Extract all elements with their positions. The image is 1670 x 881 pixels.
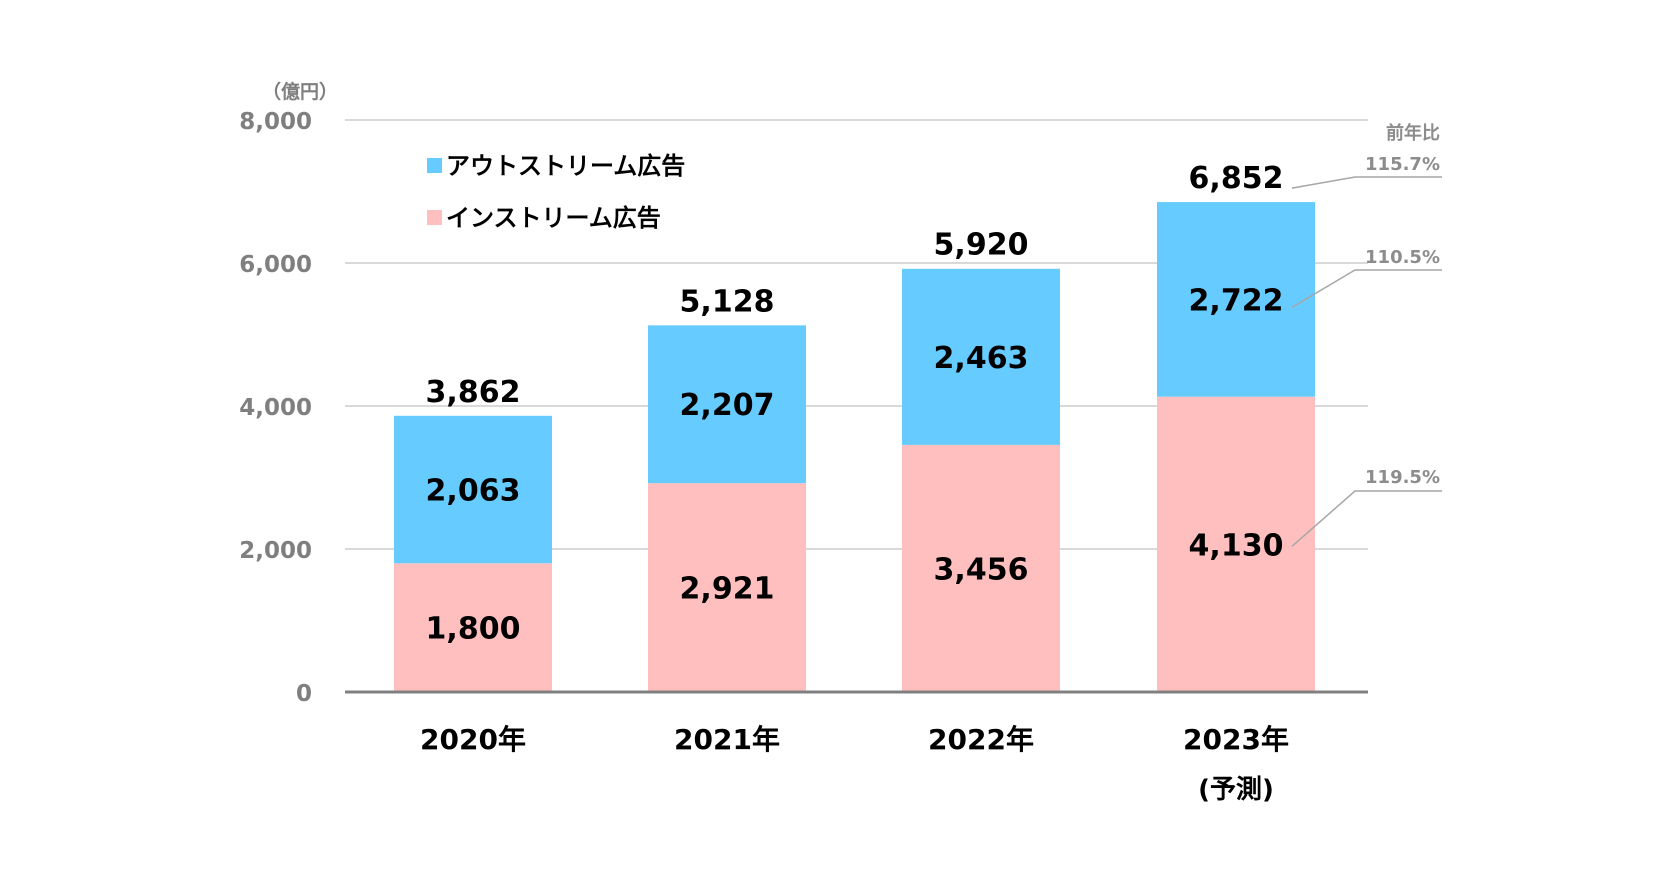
yoy-value-label: 115.7% <box>1365 154 1440 175</box>
bar-value-label: 2,722 <box>1189 283 1284 318</box>
bar-segment <box>394 415 552 564</box>
x-tick-label: 2021年 <box>674 723 780 756</box>
bar-total-label: 5,920 <box>934 228 1029 263</box>
yoy-value-label: 119.5% <box>1365 467 1440 488</box>
y-unit-label: （億円） <box>262 80 338 103</box>
bar-value-label: 4,130 <box>1189 528 1284 563</box>
bar-segment <box>648 483 806 692</box>
y-tick-label: 2,000 <box>239 538 312 564</box>
yoy-annotations: 前年比 115.7% 110.5% 119.5% <box>1291 122 1442 547</box>
yoy-leader-line <box>1291 176 1442 189</box>
legend-label: インストリーム広告 <box>446 204 661 232</box>
yoy-leader-line <box>1291 490 1442 547</box>
bar-total-label: 6,852 <box>1189 161 1284 196</box>
yoy-leader-line <box>1291 269 1442 309</box>
legend-label: アウトストリーム広告 <box>446 152 685 180</box>
bar-segment <box>902 268 1060 445</box>
legend-swatch <box>427 210 442 225</box>
axes: 0 2,000 4,000 6,000 8,000 （億円） 2020年 2021年 2022年… <box>239 80 1368 805</box>
bar-segment <box>1157 202 1315 397</box>
bar-segment <box>902 444 1060 692</box>
bar-value-label: 1,800 <box>426 612 521 647</box>
x-tick-sublabel: (予測) <box>1198 775 1274 805</box>
bars <box>394 202 1315 692</box>
y-tick-label: 0 <box>296 681 312 707</box>
bar-total-label: 5,128 <box>680 284 775 319</box>
yoy-title: 前年比 <box>1386 122 1440 144</box>
y-tick-label: 6,000 <box>239 252 312 278</box>
bar-total-label: 3,862 <box>426 375 521 410</box>
yoy-value-label: 110.5% <box>1365 247 1440 268</box>
bar-segment <box>394 563 552 692</box>
bar-segment <box>1157 396 1315 692</box>
x-tick-label: 2020年 <box>420 723 526 756</box>
bar-value-label: 2,921 <box>680 572 775 607</box>
x-tick-label: 2022年 <box>928 723 1034 756</box>
y-tick-label: 8,000 <box>239 109 312 135</box>
x-tick-label: 2023年 <box>1183 723 1289 756</box>
bar-value-label: 2,463 <box>934 341 1029 376</box>
value-labels: 1,800 2,063 3,862 2,921 2,207 5,128 3,456 2,463… <box>426 161 1284 647</box>
legend-swatch <box>427 158 442 173</box>
bar-value-label: 2,063 <box>426 474 521 509</box>
bar-value-label: 2,207 <box>680 388 775 423</box>
bar-value-label: 3,456 <box>934 552 1029 587</box>
bar-segment <box>648 325 806 484</box>
y-tick-label: 4,000 <box>239 395 312 421</box>
